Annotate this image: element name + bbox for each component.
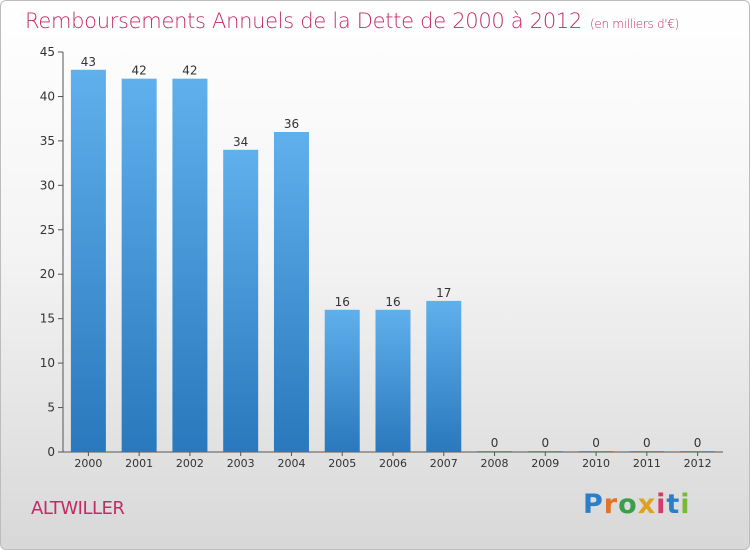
data-label: 0 — [643, 436, 651, 450]
data-label: 36 — [284, 117, 299, 131]
bar — [172, 78, 208, 453]
data-label: 17 — [436, 286, 451, 300]
y-tick-label: 40 — [40, 89, 55, 103]
x-tick-label: 2003 — [227, 457, 255, 470]
y-tick-label: 0 — [47, 445, 55, 459]
data-label: 42 — [182, 64, 197, 78]
y-tick-label: 20 — [40, 267, 55, 281]
x-tick-label: 2012 — [684, 457, 712, 470]
bar — [477, 451, 513, 452]
chart-title-text: Remboursements Annuels de la Dette de 20… — [25, 9, 582, 33]
bar — [70, 69, 106, 453]
commune-name: ALTWILLER — [31, 498, 125, 519]
bar — [223, 149, 259, 452]
chart-unit: (en milliers d'€) — [590, 17, 680, 31]
data-label: 16 — [385, 295, 400, 309]
x-tick-label: 2009 — [531, 457, 559, 470]
bar — [680, 451, 716, 452]
y-tick-label: 25 — [40, 223, 55, 237]
data-label: 42 — [132, 64, 147, 78]
y-tick-label: 30 — [40, 178, 55, 192]
bar — [578, 451, 614, 452]
proxiti-logo: Proxiti — [583, 489, 691, 520]
x-tick-label: 2006 — [379, 457, 407, 470]
chart-bars — [70, 69, 716, 453]
x-tick-label: 2002 — [176, 457, 204, 470]
logo-letter: x — [637, 489, 657, 520]
logo-letter: t — [666, 489, 681, 520]
bar — [426, 300, 462, 452]
chart-axes: 0 5 10 15 20 25 30 35 40 45 2000 2001 2002 2003 2004 20… — [40, 45, 723, 470]
data-label: 0 — [491, 436, 499, 450]
chart-title: Remboursements Annuels de la Dette de 20… — [25, 9, 679, 33]
bar — [121, 78, 157, 453]
x-tick-label: 2005 — [328, 457, 356, 470]
y-tick-label: 45 — [40, 45, 55, 59]
y-tick-label: 35 — [40, 134, 55, 148]
x-tick-label: 2000 — [74, 457, 102, 470]
x-tick-label: 2004 — [277, 457, 305, 470]
bar — [324, 309, 360, 452]
x-tick-label: 2001 — [125, 457, 153, 470]
logo-letter: o — [618, 489, 638, 520]
bar — [629, 451, 665, 452]
x-tick-label: 2011 — [633, 457, 661, 470]
x-tick-label: 2010 — [582, 457, 610, 470]
data-label: 43 — [81, 55, 96, 69]
bar — [527, 451, 563, 452]
chart-data-labels: 43 42 42 34 36 16 16 17 0 0 0 0 0 — [81, 55, 702, 450]
logo-letter: i — [680, 489, 691, 520]
logo-letter: i — [656, 489, 667, 520]
bar — [273, 132, 309, 452]
y-tick-label: 5 — [47, 401, 55, 415]
data-label: 34 — [233, 135, 248, 149]
data-label: 0 — [592, 436, 600, 450]
x-tick-label: 2007 — [430, 457, 458, 470]
data-label: 16 — [335, 295, 350, 309]
bar — [375, 309, 411, 452]
logo-letter: r — [603, 489, 619, 520]
data-label: 0 — [541, 436, 549, 450]
logo-letter: P — [583, 489, 604, 520]
data-label: 0 — [694, 436, 702, 450]
y-tick-label: 15 — [40, 312, 55, 326]
x-tick-label: 2008 — [481, 457, 509, 470]
y-tick-label: 10 — [40, 356, 55, 370]
